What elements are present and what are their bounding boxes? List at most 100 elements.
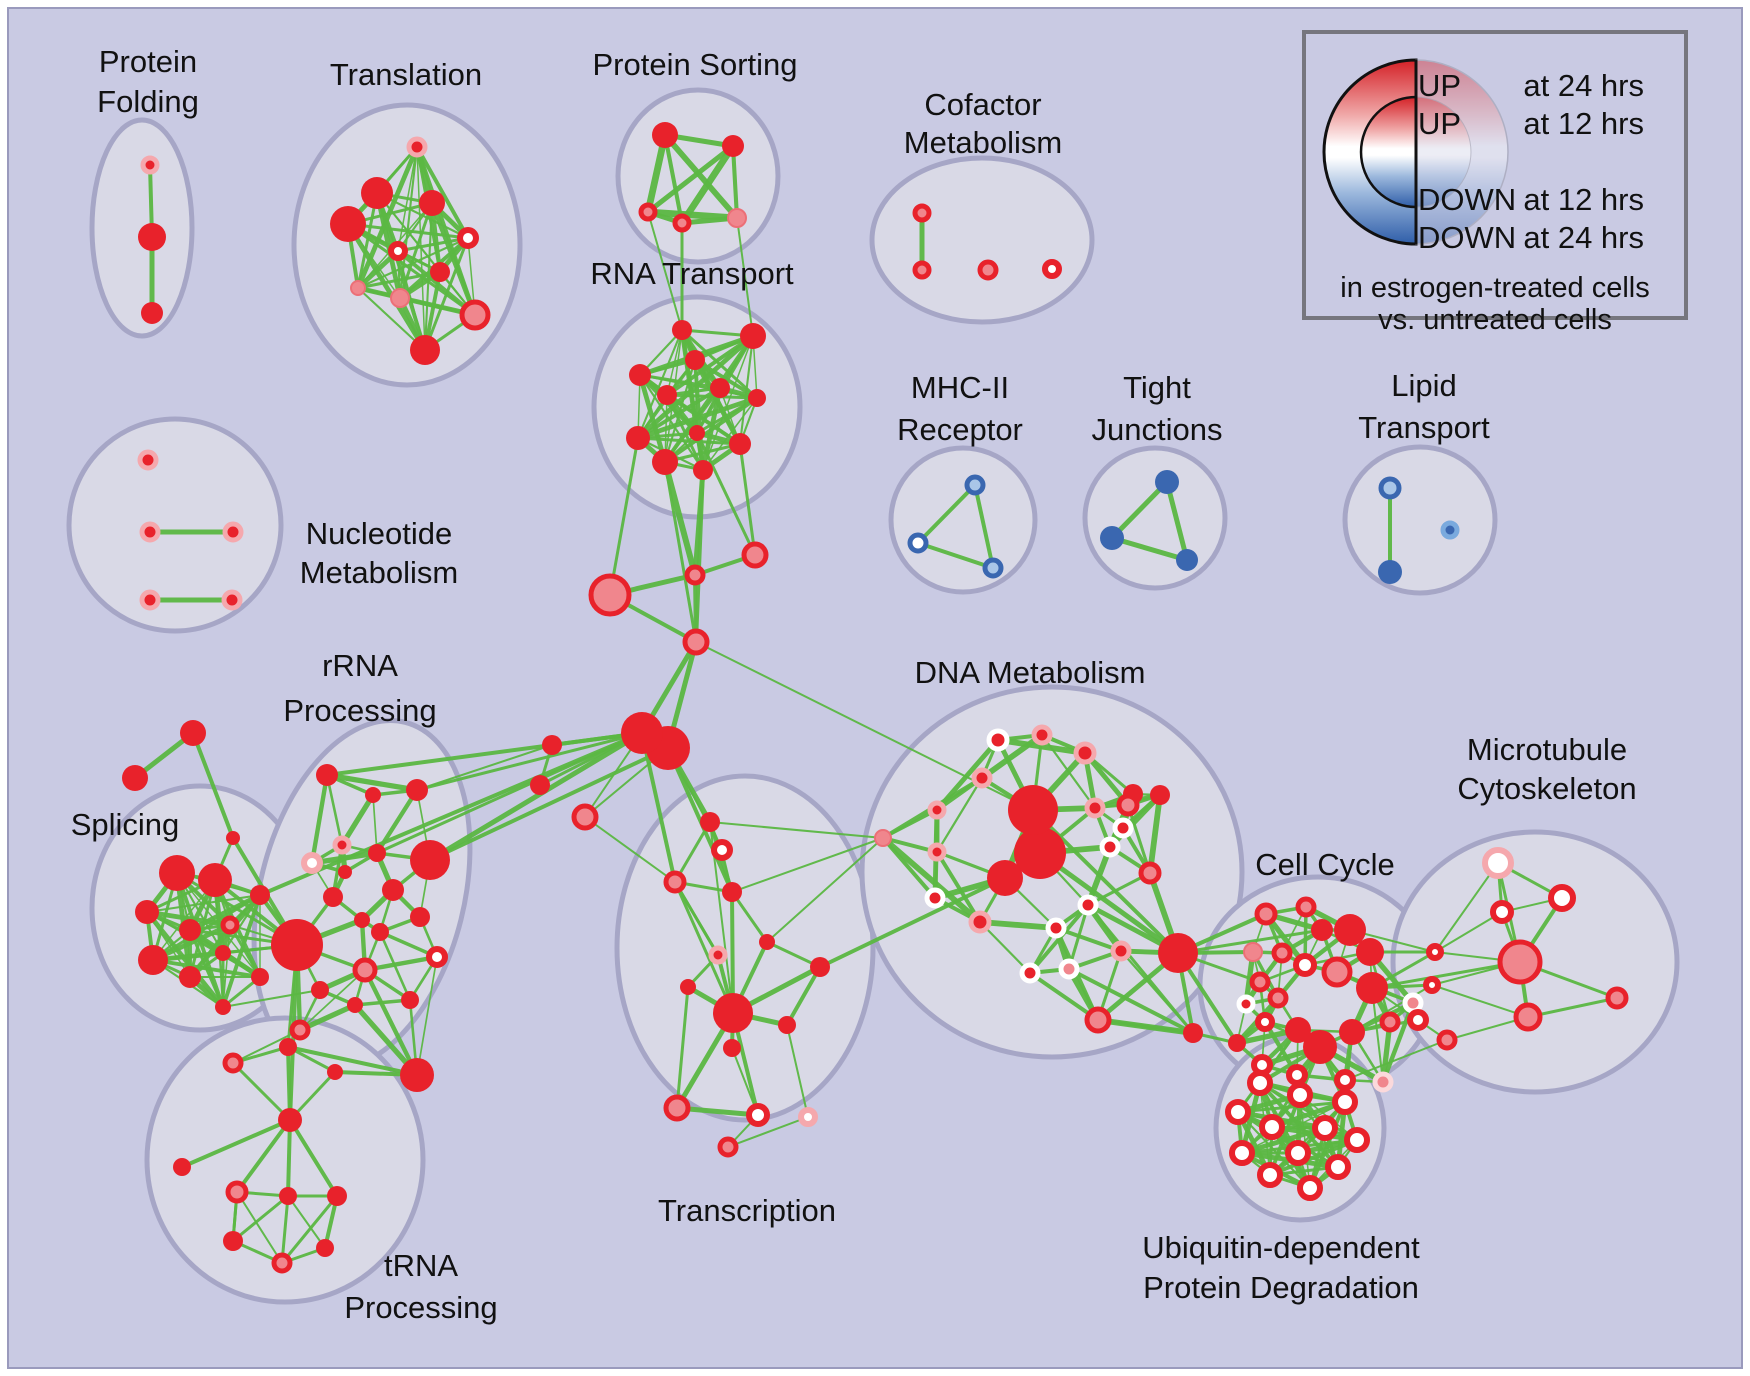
node-rrna-5 xyxy=(338,865,352,879)
node-tj-0 xyxy=(1155,470,1179,494)
cluster-label-ub-line1: Protein Degradation xyxy=(1143,1270,1419,1305)
node-dna-11 xyxy=(987,860,1023,896)
cluster-label-trna-line1: Processing xyxy=(344,1290,497,1325)
node-mc-3 xyxy=(1426,943,1444,961)
node-rt-0 xyxy=(672,320,692,340)
node-rt-10 xyxy=(652,449,678,475)
node-rrna-10 xyxy=(354,912,370,928)
edge-rt-0-8 xyxy=(636,328,684,440)
cluster-label-ub-line0: Ubiquitin-dependent xyxy=(1142,1230,1420,1265)
edge-tj-0-1 xyxy=(1109,479,1170,541)
edge-rrna-0-3 xyxy=(325,773,344,847)
node-lt-1 xyxy=(1378,560,1402,584)
node-tx-4 xyxy=(708,945,728,965)
node-rrna-3 xyxy=(332,835,352,855)
node-mhc-1 xyxy=(907,532,929,554)
node-rrna-9 xyxy=(323,887,343,907)
node-nm-3 xyxy=(139,589,161,611)
edge-ub-2-3 xyxy=(1236,1100,1347,1114)
node-trna-0 xyxy=(222,1052,244,1074)
node-cc-17 xyxy=(1228,1034,1246,1052)
node-dna-21 xyxy=(1158,933,1198,973)
edge-trna-6-9 xyxy=(280,1194,290,1265)
legend-inner-left-half xyxy=(1359,95,1418,209)
node-tx-9 xyxy=(778,1016,796,1034)
edge-dna-15-23 xyxy=(1086,871,1152,907)
edge-dna21-cc2 xyxy=(1176,928,1324,955)
edge-trna-5-9 xyxy=(236,1191,283,1264)
node-trna-10 xyxy=(316,1239,334,1257)
node-cm-0 xyxy=(912,203,932,223)
edge-tr-3-4 xyxy=(346,222,470,240)
edge-mc-2-3 xyxy=(1434,911,1503,953)
node-tri-2 xyxy=(226,831,240,845)
legend-dir-up24: UP xyxy=(1418,68,1462,103)
edge-cc16-mc5 xyxy=(1351,984,1433,1033)
node-dna-8 xyxy=(927,842,947,862)
edge-dna-3-8 xyxy=(935,776,984,854)
node-tx-0 xyxy=(700,812,720,832)
node-cc-6 xyxy=(1271,942,1293,964)
node-hub-2 xyxy=(588,573,632,617)
edge-trna-6-10 xyxy=(287,1195,326,1249)
node-spl-0 xyxy=(159,855,195,891)
edge-dna-8-14 xyxy=(935,850,982,924)
legend-time-24: at 24 hrs xyxy=(1523,68,1644,103)
node-cc-20 xyxy=(1334,1069,1356,1091)
edge-rrna-1-6 xyxy=(372,794,378,854)
node-trna-8 xyxy=(223,1231,243,1251)
node-rt-11 xyxy=(693,460,713,480)
node-rrna-8 xyxy=(382,879,404,901)
edge-tx6-dna11 xyxy=(818,876,1007,969)
node-dna-7 xyxy=(874,829,892,847)
legend-time-24b: at 24 hrs xyxy=(1523,220,1644,255)
cluster-label-rrna-line0: rRNA xyxy=(322,648,398,683)
edge-tx-4-2 xyxy=(673,880,720,957)
node-cc-7 xyxy=(1293,953,1317,977)
node-dna-26 xyxy=(1116,793,1140,817)
legend-dir-down24: DOWN xyxy=(1418,220,1517,255)
node-spl-8 xyxy=(215,945,231,961)
node-ub-5 xyxy=(1312,1115,1338,1141)
cluster-label-mc-line0: Microtubule xyxy=(1467,732,1627,767)
edge-hub4-spl5 xyxy=(258,731,644,897)
edge-spl9-rrna16 xyxy=(222,989,321,1008)
labels-layer: Protein Folding Translation Protein Sorting… xyxy=(71,44,1637,1325)
node-tr-3 xyxy=(330,206,366,242)
node-rrna-19 xyxy=(289,1019,311,1041)
node-hub-3 xyxy=(682,628,710,656)
node-tx-11 xyxy=(663,1094,691,1122)
node-tr-8 xyxy=(390,288,410,308)
node-dna-16 xyxy=(1045,917,1067,939)
cluster-label-tx-line0: Transcription xyxy=(658,1193,836,1228)
edge-tx0-dna7 xyxy=(709,821,884,839)
node-cm-1 xyxy=(912,260,932,280)
node-dna-2 xyxy=(1073,741,1097,765)
node-cc-18 xyxy=(1251,1054,1273,1076)
node-nm-0 xyxy=(137,449,159,471)
edge-ps-0-4 xyxy=(662,132,740,221)
edge-rrna-1-3 xyxy=(339,792,376,848)
node-mc-4 xyxy=(1497,939,1543,985)
node-lt-0 xyxy=(1378,476,1402,500)
node-cc-13 xyxy=(1255,1012,1275,1032)
edge-rrna-0-4 xyxy=(309,772,330,866)
legend-inner-right-half xyxy=(1415,96,1472,208)
node-dna-13 xyxy=(924,887,946,909)
node-spl-7 xyxy=(179,966,201,988)
edge-rt-5-11 xyxy=(665,393,705,472)
edge-hub6-rrna2 xyxy=(416,744,553,791)
edge-ps-0-3 xyxy=(662,132,685,226)
edge-tx-11-12 xyxy=(674,1105,761,1118)
node-tj-1 xyxy=(1100,526,1124,550)
edge-rt-1-11 xyxy=(702,335,754,471)
legend-caption-line1: in estrogen-treated cells xyxy=(1340,272,1650,304)
node-dna-22 xyxy=(1183,1023,1203,1043)
node-dna-20 xyxy=(1084,1006,1112,1034)
legend-time-12b: at 12 hrs xyxy=(1523,182,1644,217)
cluster-label-tj-line1: Junctions xyxy=(1092,412,1223,447)
node-rrna-7 xyxy=(410,840,450,880)
node-rrna-18 xyxy=(401,991,419,1009)
cluster-label-rt-line0: RNA Transport xyxy=(590,256,794,291)
edge-dna-7-14 xyxy=(880,835,983,925)
